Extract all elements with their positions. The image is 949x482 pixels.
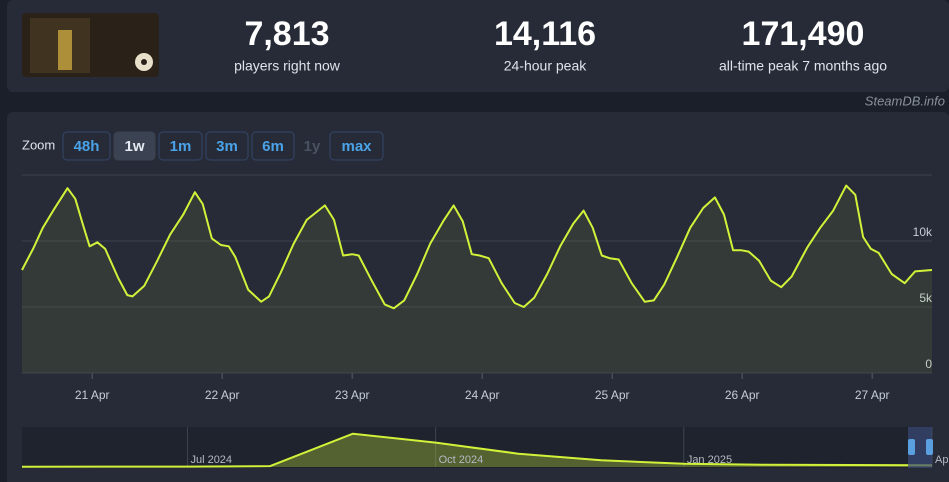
stat-value: 7,813 [244,15,329,53]
y-tick-label: 0 [925,357,932,371]
zoom-button[interactable] [158,131,203,161]
y-tick-label: 10k [913,225,933,239]
thumbnail-figure [58,30,72,70]
x-tick-label: 23 Apr [335,388,370,402]
zoom-button-label[interactable]: 3m [216,138,238,155]
zoom-button-label[interactable]: 6m [262,138,284,155]
stat-value: 14,116 [494,15,596,53]
nav-tick-label: Jan 2025 [687,454,732,466]
area-fill [22,433,932,467]
navigator-handle[interactable] [926,439,933,455]
nav-tick-label: Oct 2024 [439,454,484,466]
x-tick-label: 22 Apr [205,388,240,402]
stat-label: players right now [234,58,341,74]
zoom-button-label[interactable]: max [341,138,372,155]
chart-panel [7,112,949,482]
x-tick-label: 27 Apr [855,388,890,402]
nav-tick-label: Apr 2025 [935,454,949,466]
zoom-button-label: 1y [304,138,321,155]
x-tick-label: 25 Apr [595,388,630,402]
x-tick-label: 26 Apr [725,388,760,402]
stats-panel [7,0,949,92]
stat-label: 24-hour peak [504,58,588,74]
line [21,432,933,468]
zoom-button[interactable] [205,131,249,161]
zoom-button[interactable] [113,131,156,161]
watermark: SteamDB.info [865,93,945,108]
zoom-label: Zoom [22,137,55,152]
area-fill [22,185,932,373]
zoom-button-label[interactable]: 1m [170,138,192,155]
zoom-buttons: 48h 1w 1m 3m 6m 1y max [62,131,384,161]
y-tick-label: 5k [919,291,933,305]
thumbnail-logo-eye [141,59,147,65]
x-tick-label: 21 Apr [75,388,110,402]
zoom-button[interactable] [62,131,111,161]
x-tick-label: 24 Apr [465,388,500,402]
zoom-button-label[interactable]: 48h [74,138,100,155]
stat-value: 171,490 [742,15,865,53]
zoom-button[interactable] [329,131,384,161]
navigator-handle[interactable] [908,439,915,455]
nav-tick-label: Jul 2024 [190,454,232,466]
stat-label: all-time peak 7 months ago [719,58,887,74]
navigator: Jul 2024 Oct 2024 Jan 2025 Apr 2025 [21,427,949,468]
line [21,184,933,310]
zoom-button[interactable] [251,131,295,161]
main-chart: 0 5k 10k 21 Apr 22 Apr 23 Apr 24 Apr 25 Apr 26 A… [21,174,933,402]
zoom-button-label[interactable]: 1w [124,138,144,155]
